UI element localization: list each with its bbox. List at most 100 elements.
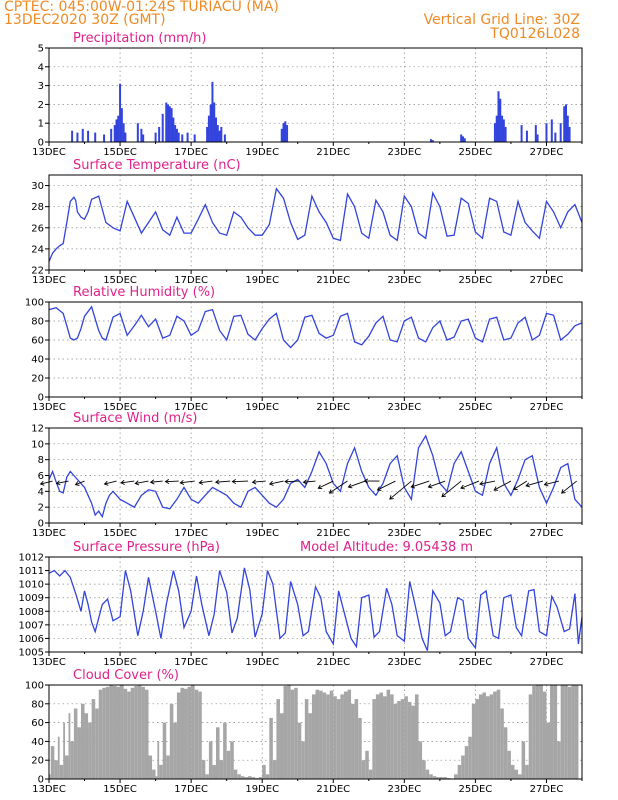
- x-tick-label: 15DEC: [103, 657, 137, 668]
- wind-vector-shaft: [56, 480, 69, 484]
- y-tick-label: 40: [31, 355, 44, 366]
- cloud-bar: [64, 755, 69, 779]
- cloud-bar: [91, 699, 96, 779]
- cloud-bar: [347, 689, 352, 779]
- x-tick-label: 13DEC: [32, 275, 66, 286]
- cloud-bar: [550, 685, 554, 779]
- cloud-bar: [173, 722, 177, 779]
- wind-vector-shaft: [479, 480, 496, 485]
- wind-vector-shaft: [121, 480, 135, 484]
- cloud-bar: [290, 689, 295, 779]
- cloud-bar: [77, 727, 81, 779]
- y-tick-label: 0: [38, 138, 44, 149]
- cloud-bar: [390, 694, 394, 779]
- precip-bar: [158, 126, 161, 142]
- cloud-bar: [120, 685, 124, 779]
- x-tick-label: 23DEC: [387, 528, 421, 539]
- pressure-title: Surface Pressure (hPa): [73, 540, 220, 555]
- cloud-bar: [386, 689, 391, 779]
- precip-bar: [520, 125, 523, 142]
- wind-vector-shaft: [75, 480, 85, 486]
- cloud-bar: [247, 776, 252, 779]
- cloud-bar: [489, 694, 494, 779]
- precip-bar: [429, 139, 432, 142]
- cloud-bar: [329, 690, 334, 779]
- wind-vector-shaft: [150, 480, 163, 483]
- cloud-bar: [351, 703, 355, 779]
- precip-bar: [563, 106, 566, 142]
- temp-frame: [48, 174, 583, 271]
- y-tick-label: 3: [38, 81, 44, 92]
- precip-bar: [213, 102, 216, 142]
- precip-bar: [117, 115, 120, 142]
- precip-bar: [170, 108, 173, 142]
- x-tick-label: 19DEC: [245, 657, 279, 668]
- cloud-bar: [464, 746, 469, 779]
- precip-bar: [218, 130, 221, 142]
- wind-vector-shaft: [232, 480, 249, 483]
- wind-vector-head: [493, 486, 499, 491]
- wind-vector-head: [284, 478, 289, 485]
- x-tick-label: 27DEC: [530, 147, 564, 158]
- precip-bar: [286, 125, 289, 142]
- x-tick-label: 13DEC: [32, 147, 66, 158]
- y-tick-label: 1011: [19, 566, 44, 577]
- wind-vector-head: [441, 492, 447, 498]
- cloud-bar: [294, 687, 298, 779]
- cloud-bar: [478, 694, 483, 779]
- wind-vector-shaft: [544, 480, 560, 486]
- wind-vector-head: [149, 479, 155, 485]
- cloud-bar: [95, 708, 99, 779]
- cloud-bar: [546, 722, 551, 779]
- precip-bar: [136, 123, 139, 142]
- wind-vector-head: [363, 478, 369, 484]
- wind-vector-shaft: [493, 480, 512, 491]
- y-tick-label: 1008: [19, 607, 44, 618]
- precip-bar: [536, 134, 539, 142]
- y-tick-label: 22: [31, 266, 44, 277]
- cloud-title: Cloud Cover (%): [73, 668, 179, 683]
- cloud-bar: [418, 741, 423, 779]
- y-tick-label: 1010: [19, 580, 44, 591]
- x-tick-label: 23DEC: [387, 147, 421, 158]
- y-tick-label: 60: [31, 718, 44, 729]
- cloud-bar: [443, 777, 447, 779]
- wind-vector-shaft: [318, 480, 334, 489]
- cloud-bar: [368, 769, 373, 779]
- y-tick-label: 5: [38, 44, 44, 55]
- cloud-bar: [557, 741, 561, 779]
- x-tick-label: 27DEC: [530, 784, 564, 795]
- wind-vector-head: [543, 481, 549, 487]
- cloud-bar: [500, 708, 504, 779]
- cloud-bar: [276, 699, 280, 779]
- cloud-bar: [429, 774, 433, 779]
- y-tick-label: 20: [31, 756, 44, 767]
- header-gridline: Vertical Grid Line: 30Z: [423, 12, 580, 28]
- precip-bar: [461, 136, 464, 142]
- cloud-bar: [411, 705, 415, 779]
- y-tick-label: 0: [38, 775, 44, 786]
- wind-vector-shaft: [269, 480, 284, 485]
- cloud-bar: [105, 686, 110, 779]
- cloud-bar: [308, 713, 312, 779]
- cloud-bar: [311, 694, 316, 779]
- precip-frame: [48, 47, 583, 143]
- x-tick-label: 27DEC: [530, 402, 564, 413]
- cloud-bar: [539, 685, 543, 779]
- y-tick-label: 4: [38, 62, 44, 73]
- cloud-bar: [54, 760, 58, 779]
- cloud-bar: [240, 776, 245, 779]
- x-tick-label: 17DEC: [174, 784, 208, 795]
- cloud-bar: [425, 769, 430, 779]
- precip-bar: [87, 130, 90, 142]
- precip-bar: [501, 115, 504, 142]
- wind-vector-head: [268, 480, 274, 486]
- model-altitude-label: Model Altitude: 9.05438 m: [300, 540, 473, 555]
- x-tick-label: 25DEC: [459, 784, 493, 795]
- cloud-bar: [269, 717, 273, 779]
- x-tick-label: 15DEC: [103, 275, 137, 286]
- precip-bar: [525, 130, 528, 142]
- cloud-bar: [358, 717, 362, 779]
- y-tick-label: 1: [38, 119, 44, 130]
- precip-bar: [566, 115, 569, 142]
